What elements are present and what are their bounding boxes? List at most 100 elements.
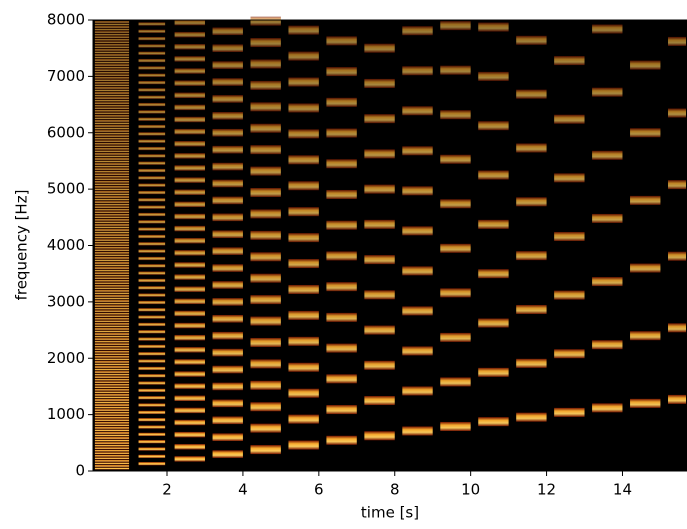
harmonic-band: [402, 426, 433, 436]
harmonic-band: [478, 71, 509, 81]
harmonic-band: [94, 71, 130, 74]
harmonic-band: [174, 286, 205, 292]
harmonic-band: [138, 374, 166, 378]
harmonic-band: [94, 23, 130, 26]
harmonic-band: [94, 348, 130, 351]
harmonic-band: [94, 459, 130, 462]
harmonic-band: [592, 403, 623, 413]
harmonic-band: [478, 219, 509, 229]
harmonic-band: [516, 251, 547, 261]
harmonic-band: [138, 29, 166, 33]
harmonic-band: [592, 277, 623, 287]
harmonic-band: [94, 109, 130, 112]
harmonic-band: [94, 325, 130, 328]
harmonic-band: [174, 165, 205, 171]
harmonic-band: [94, 66, 130, 69]
harmonic-band: [138, 146, 166, 151]
harmonic-band: [138, 410, 166, 415]
harmonic-band: [94, 142, 130, 145]
harmonic-band: [94, 104, 130, 107]
harmonic-band: [94, 203, 130, 206]
harmonic-band: [138, 315, 166, 319]
harmonic-band: [174, 225, 205, 232]
harmonic-band: [250, 209, 281, 219]
harmonic-band: [174, 456, 205, 462]
harmonic-band: [630, 398, 661, 408]
harmonic-band: [94, 426, 130, 429]
harmonic-band: [288, 336, 319, 346]
harmonic-band: [212, 112, 243, 120]
harmonic-band: [402, 346, 433, 356]
harmonic-band: [212, 314, 243, 323]
harmonic-band: [94, 165, 130, 168]
harmonic-band: [592, 87, 623, 97]
harmonic-band: [554, 407, 585, 417]
harmonic-band: [212, 162, 243, 171]
harmonic-band: [94, 429, 130, 432]
harmonic-band: [94, 447, 130, 450]
harmonic-band: [94, 464, 130, 467]
harmonic-band: [94, 254, 130, 257]
harmonic-band: [94, 196, 130, 199]
harmonic-band: [94, 431, 130, 434]
harmonic-band: [478, 22, 509, 32]
harmonic-band: [138, 425, 166, 429]
harmonic-band: [94, 317, 130, 320]
harmonic-band: [94, 92, 130, 95]
harmonic-band: [94, 269, 130, 272]
harmonic-band: [668, 180, 687, 190]
harmonic-band: [174, 141, 205, 147]
harmonic-band: [94, 81, 130, 84]
harmonic-band: [138, 330, 166, 334]
harmonic-band: [630, 263, 661, 273]
harmonic-band: [174, 201, 205, 208]
harmonic-band: [94, 343, 130, 346]
harmonic-band: [94, 305, 130, 308]
harmonic-band: [94, 330, 130, 333]
harmonic-band: [630, 331, 661, 341]
harmonic-band: [94, 302, 130, 305]
harmonic-band: [138, 154, 166, 158]
harmonic-band: [94, 424, 130, 427]
harmonic-band: [94, 43, 130, 46]
harmonic-band: [94, 409, 130, 412]
x-tick-label: 6: [314, 481, 324, 499]
harmonic-band: [212, 128, 243, 137]
harmonic-band: [440, 288, 471, 298]
harmonic-band: [592, 24, 623, 34]
harmonic-band: [94, 457, 130, 460]
harmonic-band: [94, 333, 130, 336]
harmonic-band: [138, 117, 166, 121]
harmonic-band: [174, 237, 205, 244]
harmonic-band: [94, 193, 130, 196]
harmonic-band: [94, 86, 130, 89]
harmonic-band: [94, 272, 130, 275]
harmonic-band: [364, 78, 395, 88]
harmonic-band: [364, 396, 395, 406]
harmonic-band: [94, 56, 130, 59]
harmonic-band: [326, 67, 357, 77]
harmonic-band: [212, 247, 243, 255]
harmonic-band: [94, 373, 130, 376]
harmonic-band: [174, 334, 205, 341]
harmonic-band: [250, 359, 281, 369]
harmonic-band: [364, 149, 395, 159]
harmonic-band: [326, 36, 357, 46]
harmonic-band: [94, 267, 130, 270]
harmonic-band: [668, 394, 687, 404]
harmonic-band: [138, 51, 166, 55]
harmonic-band: [250, 59, 281, 69]
harmonic-band: [402, 106, 433, 116]
harmonic-band: [138, 249, 166, 253]
harmonic-band: [138, 242, 166, 246]
harmonic-band: [174, 444, 205, 450]
harmonic-band: [94, 145, 130, 148]
harmonic-band: [592, 213, 623, 223]
harmonic-band: [138, 36, 166, 41]
harmonic-band: [94, 442, 130, 445]
harmonic-band: [516, 412, 547, 422]
harmonic-band: [440, 199, 471, 209]
harmonic-band: [94, 292, 130, 295]
harmonic-band: [440, 65, 471, 75]
